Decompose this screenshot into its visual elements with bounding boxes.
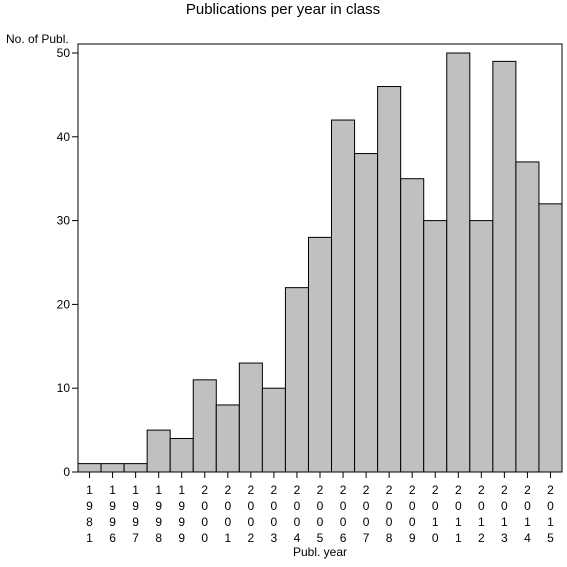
y-tick-label: 0 (63, 465, 70, 479)
y-tick-label: 40 (57, 130, 71, 144)
bar-2002 (238, 362, 263, 473)
bar-2013 (492, 60, 517, 473)
bar-1981 (77, 463, 102, 473)
bar-2007 (354, 153, 379, 473)
bar-1996 (100, 463, 125, 473)
bar-2014 (515, 161, 540, 473)
bar-2010 (423, 220, 448, 473)
y-tick-label: 50 (57, 46, 71, 60)
bar-2012 (469, 220, 494, 473)
bar-2000 (192, 379, 217, 473)
bar-2006 (331, 119, 356, 473)
y-axis-label: No. of Publ. (6, 32, 69, 46)
bar-2011 (446, 52, 471, 473)
y-tick-label: 20 (57, 297, 71, 311)
bar-2008 (377, 86, 402, 473)
x-axis: 1 9 8 1 1 9 9 6 1 9 9 7 1 9 9 8 1 9 9 9 2 0 0 0 2 0 0 1 2 0 0 2 2 0 0 3 2 0 0 4… (86, 472, 554, 545)
x-axis-label: Publ. year (293, 545, 347, 559)
bars (77, 52, 563, 473)
y-tick-label: 10 (57, 381, 71, 395)
bar-2003 (261, 387, 286, 473)
bar-2004 (284, 287, 309, 473)
bar-1998 (146, 429, 171, 473)
bar-2015 (538, 203, 563, 473)
bar-1999 (169, 437, 194, 473)
bar-2001 (215, 404, 240, 473)
bar-2005 (307, 236, 333, 473)
y-tick-label: 30 (57, 214, 71, 228)
bar-2009 (400, 178, 425, 473)
chart-title: Publications per year in class (186, 1, 380, 18)
bar-1997 (123, 463, 148, 473)
y-axis: 0 10 20 30 40 50 (57, 46, 78, 479)
